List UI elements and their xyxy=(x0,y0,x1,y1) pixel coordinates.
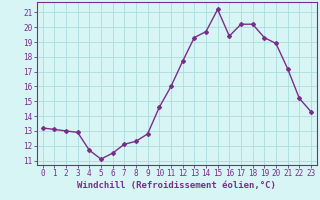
X-axis label: Windchill (Refroidissement éolien,°C): Windchill (Refroidissement éolien,°C) xyxy=(77,181,276,190)
